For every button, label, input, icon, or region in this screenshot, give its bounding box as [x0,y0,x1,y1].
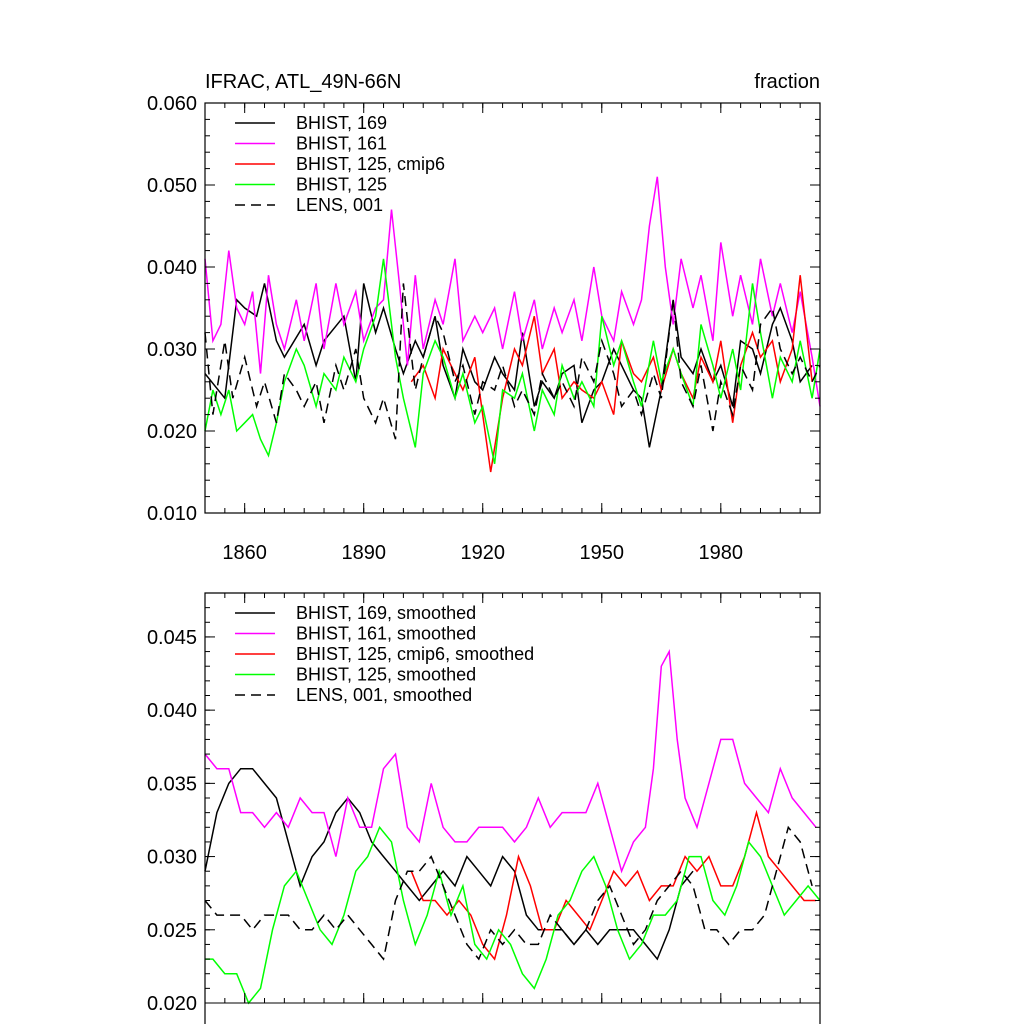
y-tick-label: 0.060 [147,93,197,115]
legend-label-2: BHIST, 161 [296,134,387,154]
legend-label-2: BHIST, 161, smoothed [296,624,476,644]
x-tick-label: 1980 [699,542,744,564]
legend-label-3: BHIST, 125, cmip6 [296,154,445,174]
legend-label-5: LENS, 001 [296,195,383,215]
bottom-panel: 0.020 0.025 0.030 0.035 0.040 0.045 BHIST, 16… [147,592,821,1024]
series-line-5 [204,825,813,961]
y-tick-label: 0.040 [147,700,197,722]
y-tick-label: 0.010 [147,503,197,525]
top-plot-frame [204,102,821,514]
bottom-series-group [204,649,821,1005]
legend-label-1: BHIST, 169 [296,113,387,133]
top-axis-ticks: 0.010 0.020 0.030 0.040 0.050 0.060 1860 1890 19… [147,93,821,564]
x-tick-label: 1920 [460,542,505,564]
legend-label-4: BHIST, 125, smoothed [296,665,476,685]
series-line-1 [204,283,813,448]
series-line-4 [204,258,821,464]
chart-title-left: IFRAC, ATL_49N-66N [205,71,401,93]
x-tick-label: 1950 [580,542,625,564]
y-tick-label: 0.040 [147,257,197,279]
top-series-group [204,176,821,473]
legend-label-4: BHIST, 125 [296,175,387,195]
legend-label-3: BHIST, 125, cmip6, smoothed [296,644,534,664]
bottom-plot-frame [204,592,821,1024]
y-tick-label: 0.050 [147,175,197,197]
series-line-1 [204,767,694,961]
series-line-5 [204,283,821,440]
x-tick-label: 1890 [341,542,386,564]
y-tick-label: 0.020 [147,421,197,443]
chart-title-right: fraction [754,71,820,93]
bottom-axis-ticks: 0.020 0.025 0.030 0.035 0.040 0.045 [147,592,821,1015]
y-tick-label: 0.030 [147,339,197,361]
y-tick-label: 0.020 [147,993,197,1015]
series-line-4 [205,825,821,1005]
y-tick-label: 0.035 [147,773,197,795]
y-tick-label: 0.045 [147,627,197,649]
series-line-2 [204,176,821,407]
legend-label-5: LENS, 001, smoothed [296,685,472,705]
y-tick-label: 0.025 [147,920,197,942]
legend-label-1: BHIST, 169, smoothed [296,603,476,623]
series-line-2 [204,649,817,874]
x-tick-label: 1860 [222,542,267,564]
top-panel: IFRAC, ATL_49N-66N fraction 0.0100.0200.… [147,71,821,564]
y-tick-label: 0.030 [147,847,197,869]
